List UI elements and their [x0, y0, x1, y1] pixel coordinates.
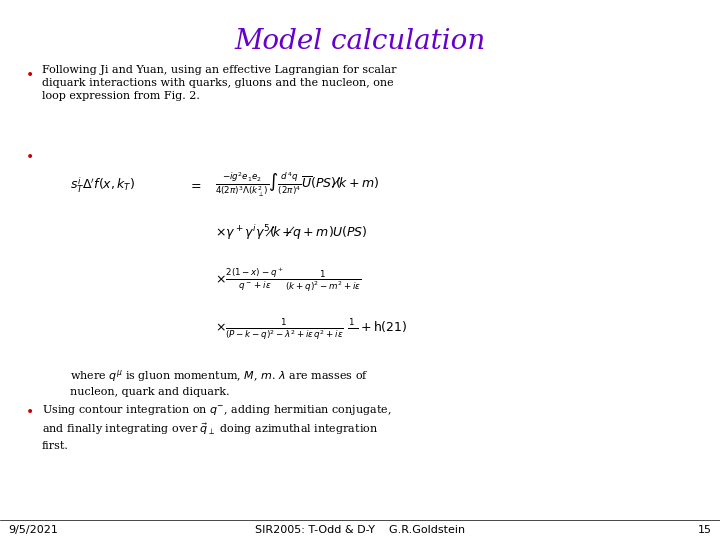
- Text: $=$: $=$: [188, 179, 202, 192]
- Text: Following Ji and Yuan, using an effective Lagrangian for scalar
diquark interact: Following Ji and Yuan, using an effectiv…: [42, 65, 397, 102]
- Text: Model calculation: Model calculation: [235, 28, 485, 55]
- Text: $\times\frac{1}{(P-k-q)^2 - \lambda^2 + i\epsilon\, q^2 + i\epsilon}\ \frac{1}{\: $\times\frac{1}{(P-k-q)^2 - \lambda^2 + …: [215, 318, 408, 343]
- Text: $\times\frac{2(1-x)-q^+}{q^- + i\epsilon} \frac{1}{(k+q)^2 - m^2 + i\epsilon}$: $\times\frac{2(1-x)-q^+}{q^- + i\epsilon…: [215, 266, 361, 294]
- Text: where $q^{\mu}$ is gluon momentum, $M$, $m$. $\lambda$ are masses of
nucleon, qu: where $q^{\mu}$ is gluon momentum, $M$, …: [70, 368, 369, 397]
- Text: $s_T^i \Delta' f(x, k_T)$: $s_T^i \Delta' f(x, k_T)$: [70, 176, 135, 195]
- Text: $\frac{-ig^2 e_1 e_2}{4(2\pi)^3 \Lambda(k_{\perp}^2)} \int \frac{d^4q}{(2\pi)^4}: $\frac{-ig^2 e_1 e_2}{4(2\pi)^3 \Lambda(…: [215, 171, 379, 199]
- Text: $\times\gamma^+\gamma^i\gamma^5(\not\!k+ \not\!q +m)U(PS)$: $\times\gamma^+\gamma^i\gamma^5(\not\!k+…: [215, 224, 367, 242]
- Text: •: •: [26, 68, 34, 82]
- Text: Using contour integration on $q^{-}$, adding hermitian conjugate,
and finally in: Using contour integration on $q^{-}$, ad…: [42, 403, 392, 450]
- Text: 15: 15: [698, 525, 712, 535]
- Text: •: •: [26, 150, 34, 164]
- Text: •: •: [26, 405, 34, 419]
- Text: 9/5/2021: 9/5/2021: [8, 525, 58, 535]
- Text: SIR2005: T-Odd & D-Y    G.R.Goldstein: SIR2005: T-Odd & D-Y G.R.Goldstein: [255, 525, 465, 535]
